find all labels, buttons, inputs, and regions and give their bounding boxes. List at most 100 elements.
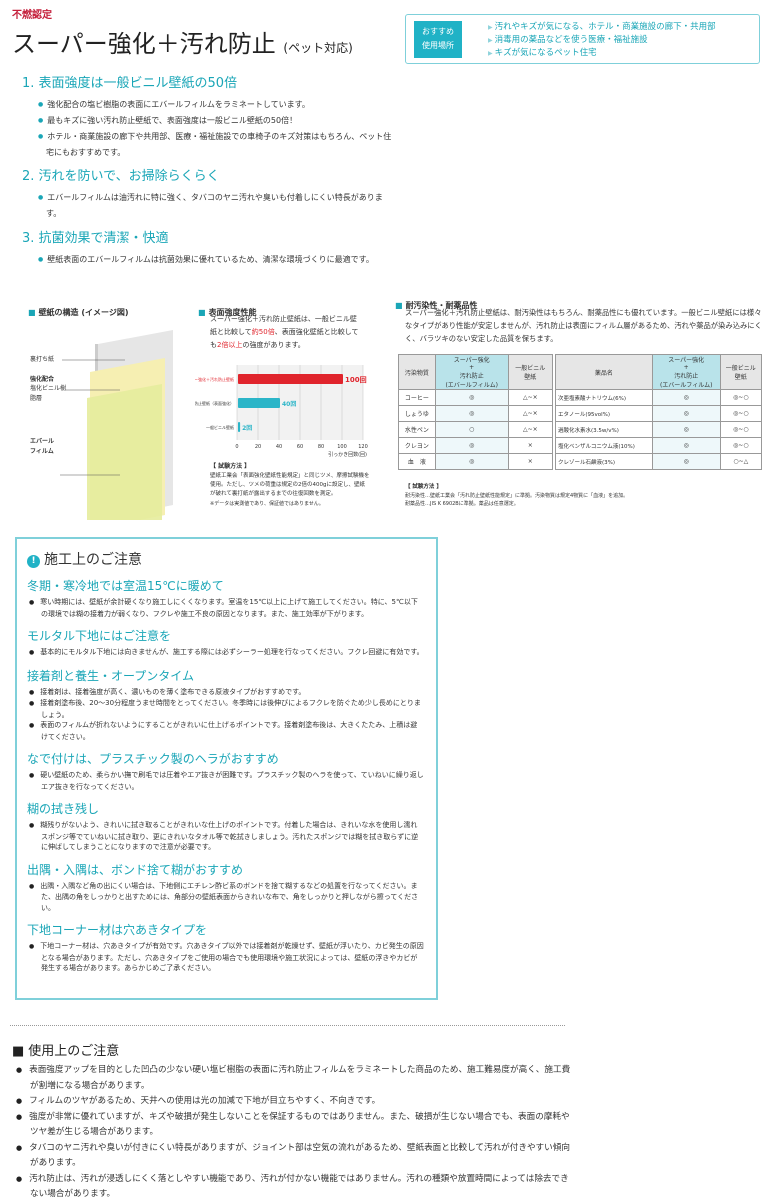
resistance-heading: 耐汚染性・耐薬品性 (395, 293, 478, 312)
heading-text: 施工上のご注意 (44, 552, 142, 568)
table-cell: 次亜塩素酸ナトリウム(6%) (555, 389, 653, 406)
usage-heading: 使用上のご注意 (12, 1040, 572, 1059)
list-item: 寒い時期には、壁紙が余計硬くなり施工しにくくなります。室温を15℃以上に上げて施… (29, 597, 424, 619)
table-cell: エタノール(95vol%) (555, 405, 653, 422)
layer-label-film: エバールフィルム (30, 438, 55, 455)
x-tick-label: 20 (255, 444, 261, 450)
table-row: 血 液 ◎ × (398, 453, 554, 470)
table-row: 次亜塩素酸ナトリウム(6%) ◎ ◎~○ (555, 389, 763, 406)
table-row: コーヒー ◎ △~× (398, 389, 554, 406)
list-item: 壁紙表面のエバールフィルムは抗菌効果に優れているため、清潔な環境づくりに最適です… (36, 252, 392, 268)
feature-2: 2. 汚れを防いで、お掃除らくらく エバールフィルムは油汚れに特に強く、タバコの… (22, 165, 392, 222)
table-cell: ◎~○ (719, 421, 763, 438)
feature-heading: 3. 抗菌効果で清潔・快適 (22, 231, 169, 246)
stain-resistance-table: 汚染物質 スーパー強化 + 汚れ防止 (エバールフィルム) 一般ビニル 壁紙 コーヒー… (398, 354, 554, 470)
table-row: 水性ペン ○ △~× (398, 421, 554, 438)
table-cell: 過酸化水素水(3.5w/v%) (555, 421, 653, 438)
x-tick-label: 80 (318, 444, 324, 450)
table-row: クレゾール石鹸液(3%) ◎ ○~△ (555, 453, 763, 470)
method-title: 【 試験方法 】 (405, 484, 442, 490)
notice-subheading: 出隅・入隅は、ボンド捨て糊がおすすめ (27, 862, 244, 877)
table-cell: しょうゆ (398, 405, 436, 422)
desc-text: スーパー強化＋汚れ防止壁紙は、一般ビニル壁紙と比較して (210, 315, 357, 336)
table-row: クレヨン ◎ × (398, 437, 554, 454)
feature-heading: 1. 表面強度は一般ビニル壁紙の50倍 (22, 76, 238, 91)
table-cell: 血 液 (398, 453, 436, 470)
table-cell: クレヨン (398, 437, 436, 454)
list-item: 表面強度アップを目的とした凹凸の少ない硬い塩ビ樹脂の表面に汚れ防止フィルムをラミ… (12, 1063, 572, 1094)
column-header: 一般ビニル 壁紙 (719, 354, 763, 390)
list-item: 出隅・入隅など角の出にくい場合は、下地側にエチレン酢ビ系のボンドを捨て糊するなど… (29, 881, 424, 914)
title-suffix: (ペット対応) (283, 41, 353, 55)
x-tick-label: 40 (276, 444, 282, 450)
layer-label-pvc: 塩化ビニル樹脂層 (30, 385, 67, 402)
table-cell: ◎ (434, 453, 509, 470)
desc-highlight: 約50倍 (251, 328, 275, 336)
notice-subheading: 接着剤と養生・オープンタイム (27, 668, 195, 683)
table-row: しょうゆ ◎ △~× (398, 405, 554, 422)
column-header: 汚染物質 (398, 354, 436, 390)
notice-subheading: 下地コーナー材は穴あきタイプを (27, 923, 208, 937)
table-cell: × (507, 453, 554, 470)
table-cell: ◎~○ (719, 437, 763, 454)
feature-1: 1. 表面強度は一般ビニル壁紙の50倍 強化配合の塩ビ樹脂の表面にエバールフィル… (22, 72, 392, 161)
method-line: 耐汚染性…壁紙工業会「汚れ防止壁紙性能規定」に準拠。汚染物質は規定4物質に「血液… (405, 493, 629, 499)
notice-list: 基本的にモルタル下地には向きませんが、施工する際には必ずシーラー処理を行なってく… (29, 647, 424, 659)
divider (10, 1025, 565, 1026)
list-item: 糊残りがないよう、きれいに拭き取ることがきれいな仕上げのポイントです。付着した場… (29, 820, 424, 853)
table-cell: ○ (434, 421, 509, 438)
table-cell: △~× (507, 421, 554, 438)
exclamation-icon: ! (27, 555, 40, 568)
desc-text: の強度があります。 (242, 341, 305, 349)
desc-text: 、表面強化壁紙と比較しても (210, 328, 359, 349)
construction-notes-box: ! 施工上のご注意 冬期・寒冷地では室温15℃に暖めて寒い時期には、壁紙が余計硬く… (15, 537, 438, 1000)
notice-list: 硬い壁紙のため、柔らかい撫で刷毛では圧着やエア抜きが困難です。プラスチック製のヘ… (29, 770, 424, 792)
table-cell: ◎ (651, 421, 721, 438)
recommended-list: 汚れやキズが気になる、ホテル・商業施設の廊下・共用部 消毒用の薬品などを使う医療… (488, 21, 716, 60)
method-note: ※データは実測値であり、保証値ではありません。 (210, 501, 324, 507)
list-item: 硬い壁紙のため、柔らかい撫で刷毛では圧着やエア抜きが困難です。プラスチック製のヘ… (29, 770, 424, 792)
table-cell: コーヒー (398, 389, 436, 406)
list-item: 汚れ防止は、汚れが浸透しにくく落としやすい機能であり、汚れが付かない機能ではあり… (12, 1172, 572, 1203)
strength-method: 【 試験方法 】 壁紙工業会「表面強化壁紙性能規定」と同じツメ、摩擦試験機を使用… (210, 462, 370, 509)
resistance-description: スーパー強化＋汚れ防止壁紙は、耐汚染性はもちろん、耐薬品性にも優れています。一般… (405, 308, 762, 343)
table-cell: ◎ (434, 405, 509, 422)
list-item: 基本的にモルタル下地には向きませんが、施工する際には必ずシーラー処理を行なってく… (29, 647, 424, 659)
bar (238, 398, 280, 408)
table-cell: 水性ペン (398, 421, 436, 438)
fig-heading: 表面強度性能 (198, 308, 257, 317)
list-item: フィルムのツヤがあるため、天井への使用は光の加減で下地が目立ちやすく、不向きです… (12, 1094, 572, 1110)
table-row: エタノール(95vol%) ◎ ◎~○ (555, 405, 763, 422)
notice-list: 接着剤は、接着強度が高く、濃いものを薄く塗布できる原液タイプがおすすめです。接着… (29, 687, 424, 743)
notice-list: 寒い時期には、壁紙が余計硬くなり施工しにくくなります。室温を15℃以上に上げて施… (29, 597, 424, 619)
notice-subheading: 冬期・寒冷地では室温15℃に暖めて (27, 579, 224, 593)
desc-highlight: 2倍以上 (217, 341, 243, 349)
table-cell: 塩化ベンザルコニウム液(10%) (555, 437, 653, 454)
resistance-method: 【 試験方法 】 耐汚染性…壁紙工業会「汚れ防止壁紙性能規定」に準拠。汚染物質は… (405, 482, 628, 508)
data-label: 40回 (282, 400, 296, 408)
x-axis-label: 引っかき回数(回) (328, 451, 367, 458)
recommended-label: おすすめ 使用場所 (414, 21, 462, 58)
list-item: 強度が非常に優れていますが、キズや破損が発生しないことを保証するものではありませ… (12, 1110, 572, 1141)
notice-list: 糊残りがないよう、きれいに拭き取ることがきれいな仕上げのポイントです。付着した場… (29, 820, 424, 853)
x-tick-label: 120 (358, 444, 368, 450)
table-cell: ◎ (434, 437, 509, 454)
notice-list: 下地コーナー材は、穴あきタイプが有効です。穴あきタイプ以外では接着剤が乾燥せず、… (29, 941, 424, 974)
table-cell: ◎~○ (719, 405, 763, 422)
bar (238, 422, 241, 432)
label-line: おすすめ (422, 27, 454, 36)
feature-3: 3. 抗菌効果で清潔・快適 壁紙表面のエバールフィルムは抗菌効果に優れているため… (22, 227, 392, 268)
list-item: 接着剤塗布後、20～30分程度うませ時間をとってください。冬季時には後伸びによる… (29, 698, 424, 720)
x-tick-label: 100 (337, 444, 347, 450)
column-header: 一般ビニル 壁紙 (507, 354, 554, 390)
table-cell: ◎ (651, 437, 721, 454)
list-item: 消毒用の薬品などを使う医療・福祉施設 (488, 34, 716, 47)
table-cell: △~× (507, 389, 554, 406)
layer-label-accent: 強化配合 (30, 376, 55, 383)
notice-subheading: モルタル下地にはご注意を (27, 629, 172, 643)
fig-heading: 耐汚染性・耐薬品性 (395, 301, 478, 310)
method-title: 【 試験方法 】 (210, 463, 251, 470)
x-tick-label: 0 (235, 444, 238, 450)
structure-heading: 壁紙の構造 (イメージ図) (28, 300, 129, 319)
